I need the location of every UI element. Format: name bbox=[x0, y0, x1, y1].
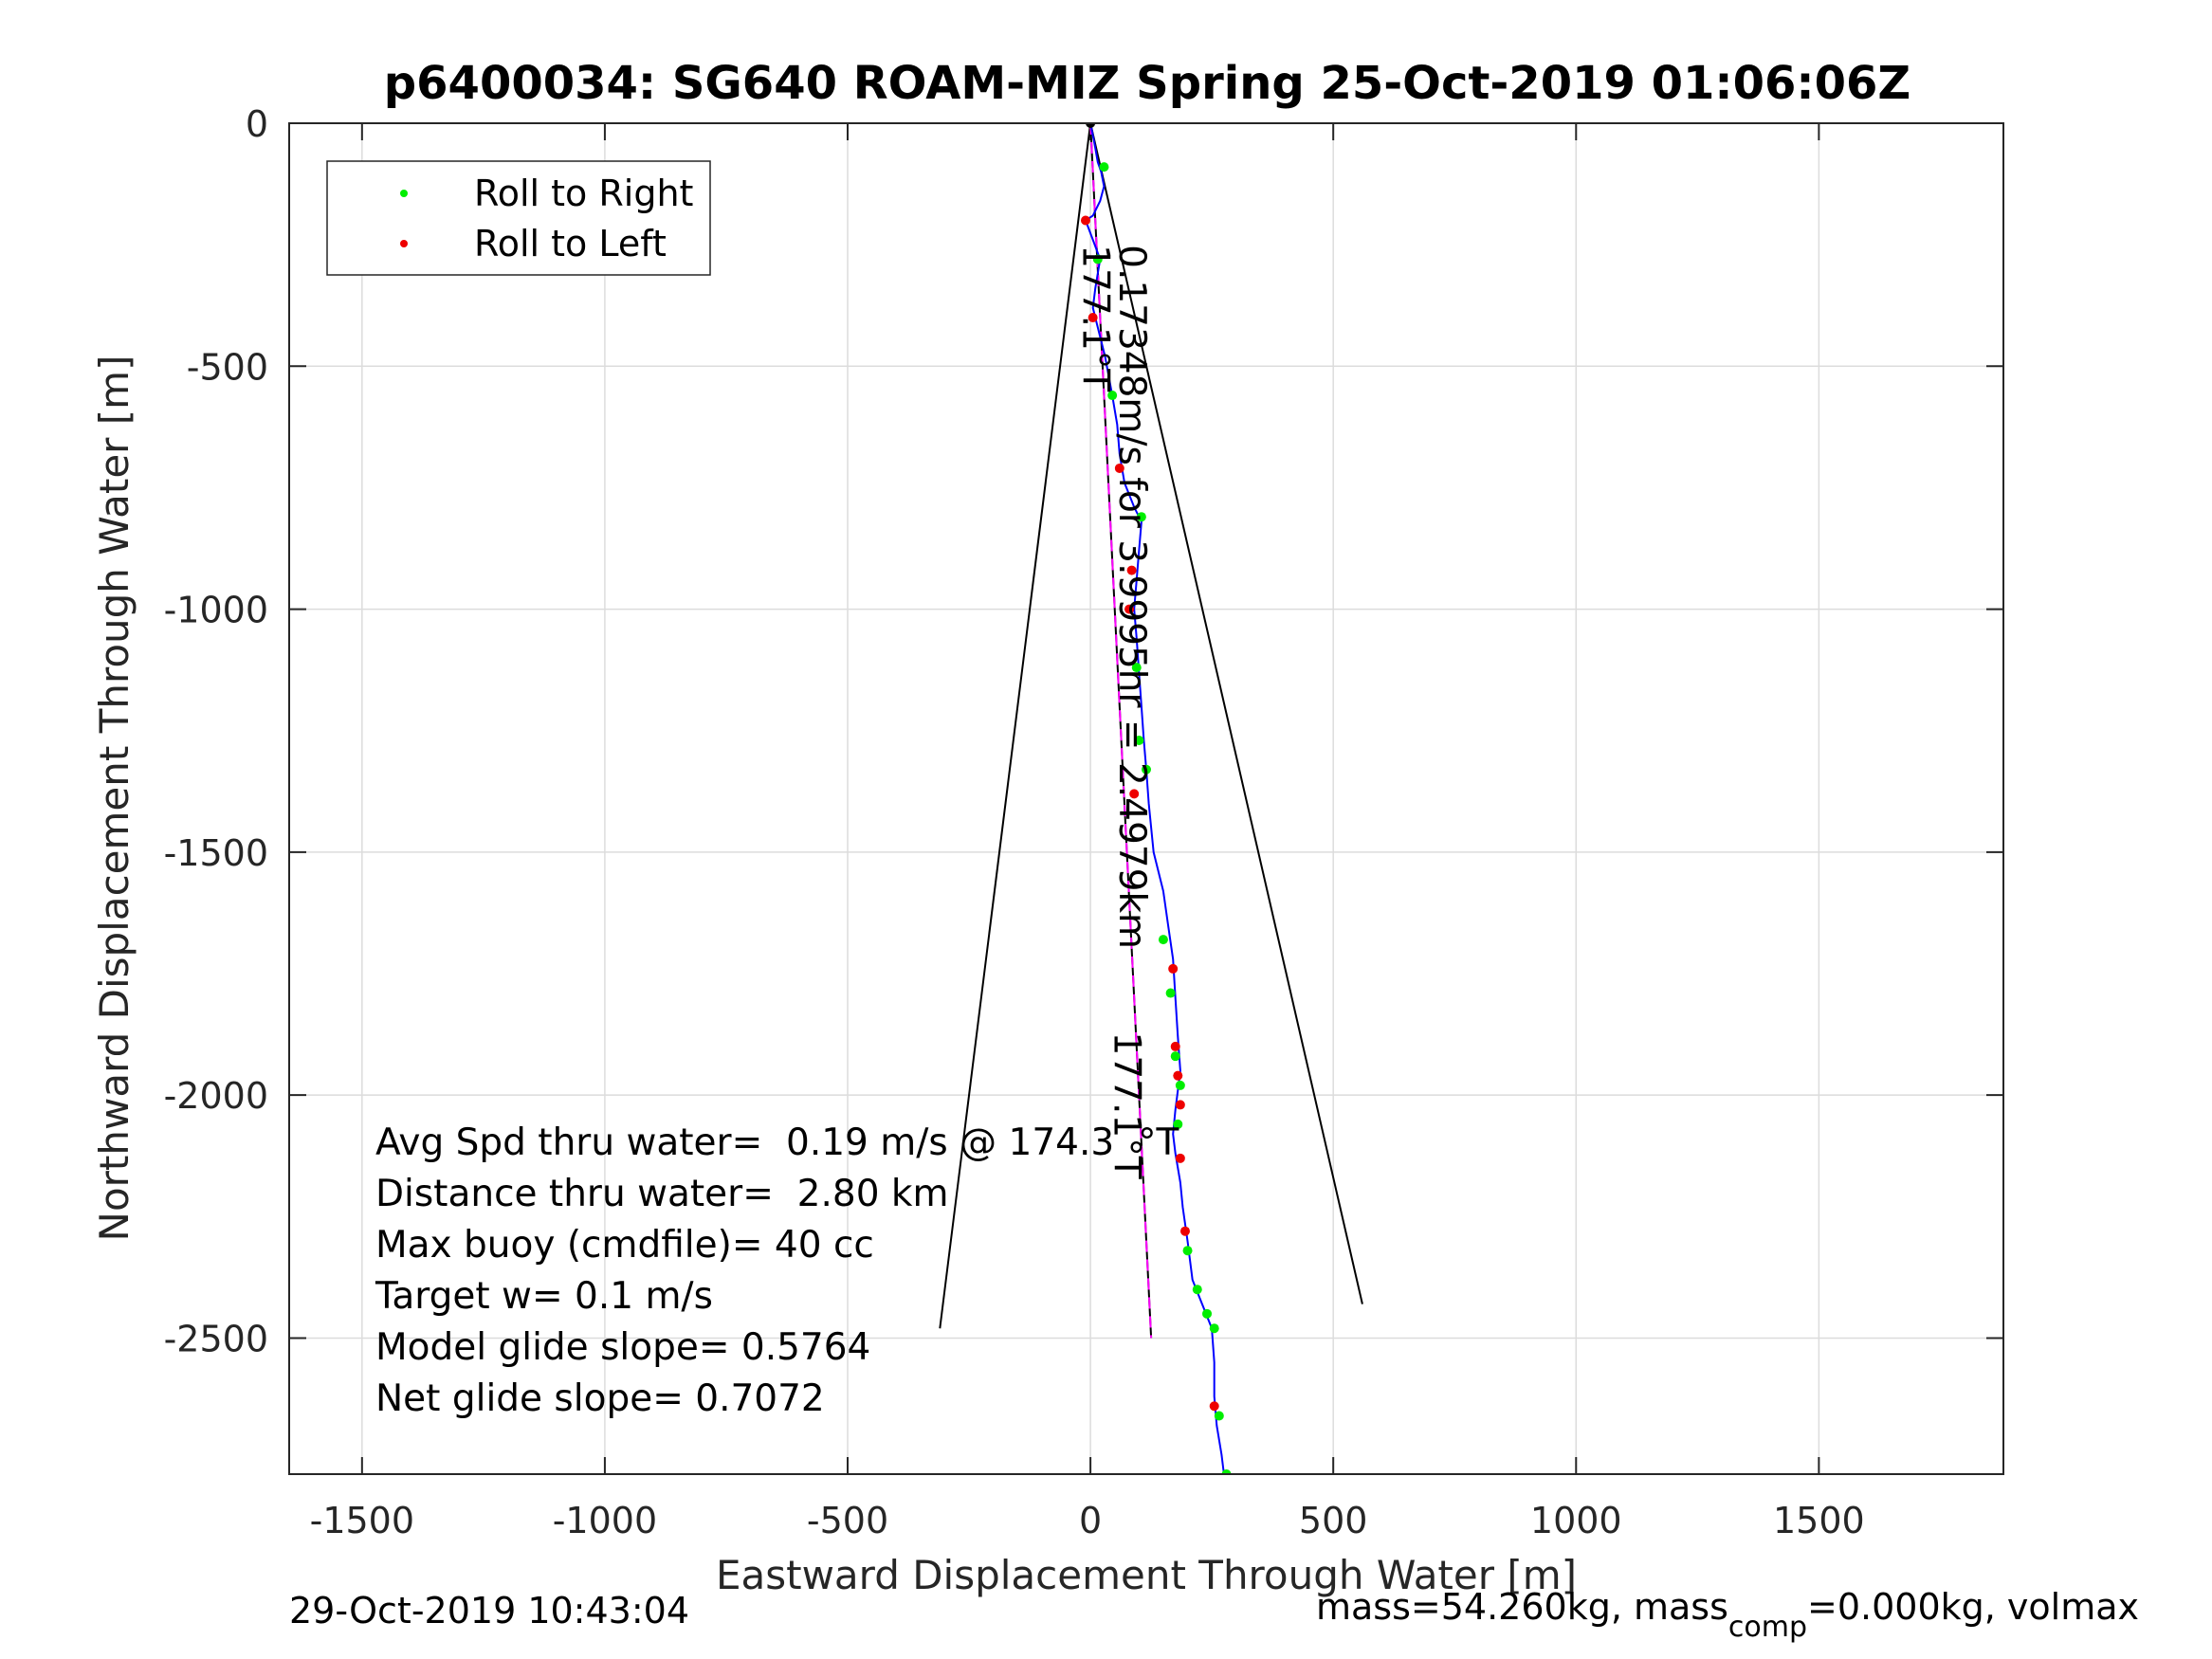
stat-net-glide: Net glide slope= 0.7072 bbox=[375, 1377, 825, 1420]
legend-label-roll-left: Roll to Left bbox=[474, 223, 667, 264]
roll-right-point bbox=[1134, 735, 1144, 745]
stat-max-buoy: Max buoy (cmdfile)= 40 cc bbox=[375, 1224, 874, 1267]
legend-box bbox=[326, 160, 711, 276]
roll-right-point bbox=[1158, 935, 1168, 945]
heading-annotation: 0.17348m/s for 3.9995hr = 2.4979km bbox=[1110, 245, 1153, 949]
stat-avg-speed: Avg Spd thru water= 0.19 m/s @ 174.3 °T bbox=[375, 1121, 1179, 1164]
line-cone-left bbox=[939, 123, 1092, 1329]
stat-target-w: Target w= 0.1 m/s bbox=[375, 1275, 713, 1318]
roll-right-point bbox=[1221, 1469, 1232, 1474]
roll-right-point bbox=[1192, 1285, 1202, 1295]
footer-timestamp: 29-Oct-2019 10:43:04 bbox=[289, 1590, 689, 1632]
roll-points bbox=[1080, 123, 1232, 1474]
chart-title: p6400034: SG640 ROAM-MIZ Spring 25-Oct-2… bbox=[384, 57, 1910, 110]
legend: Roll to Right Roll to Left bbox=[326, 160, 711, 276]
legend-marker-roll-left bbox=[400, 240, 408, 247]
roll-left-point bbox=[1080, 215, 1090, 226]
footer-mass-prefix: mass=54.260kg, mass bbox=[1316, 1586, 1728, 1628]
roll-left-point bbox=[1173, 1070, 1183, 1081]
heading-annotations: 177.1°T0.17348m/s for 3.9995hr = 2.4979k… bbox=[1073, 245, 1152, 1179]
x-tick-label: 1500 bbox=[1773, 1500, 1865, 1541]
footer-mass: mass=54.260kg, masscomp=0.000kg, volmax bbox=[1316, 1586, 2139, 1644]
roll-left-point bbox=[1129, 789, 1140, 799]
roll-left-point bbox=[1175, 1153, 1185, 1163]
roll-right-point bbox=[1209, 1323, 1219, 1334]
legend-marker-roll-right bbox=[400, 190, 408, 197]
roll-left-point bbox=[1175, 1100, 1185, 1110]
roll-left-point bbox=[1209, 1401, 1219, 1412]
footer-mass-suffix: =0.000kg, volmax bbox=[1807, 1586, 2139, 1628]
roll-right-point bbox=[1092, 254, 1103, 264]
roll-right-point bbox=[1170, 1051, 1180, 1062]
y-tick-label: -2500 bbox=[164, 1318, 268, 1359]
roll-right-point bbox=[1182, 1246, 1193, 1256]
roll-right-point bbox=[1136, 512, 1146, 522]
line-cone-right bbox=[1089, 123, 1363, 1304]
heading-annotation: 177.1°T bbox=[1106, 1032, 1148, 1179]
roll-left-point bbox=[1168, 963, 1179, 974]
y-tick-label: -1000 bbox=[164, 590, 268, 631]
roll-right-point bbox=[1175, 1080, 1185, 1090]
roll-right-point bbox=[1214, 1411, 1224, 1421]
x-tick-label: 1000 bbox=[1530, 1500, 1622, 1541]
roll-right-point bbox=[1202, 1308, 1213, 1319]
stats-block: Avg Spd thru water= 0.19 m/s @ 174.3 °T … bbox=[375, 1121, 1179, 1420]
roll-right-point bbox=[1131, 663, 1142, 673]
roll-right-point bbox=[1165, 988, 1176, 998]
y-axis-label: Northward Displacement Through Water [m] bbox=[91, 356, 137, 1242]
y-tick-label: -500 bbox=[187, 346, 268, 388]
x-tick-label: -1500 bbox=[310, 1500, 414, 1541]
y-tick-label: 0 bbox=[246, 103, 268, 145]
roll-left-point bbox=[1179, 1226, 1190, 1236]
roll-right-point bbox=[1142, 764, 1151, 775]
y-tick-label: -1500 bbox=[164, 832, 268, 874]
roll-left-point bbox=[1170, 1041, 1180, 1051]
stat-model-glide: Model glide slope= 0.5764 bbox=[375, 1326, 870, 1369]
x-tick-label: -500 bbox=[807, 1500, 888, 1541]
roll-left-point bbox=[1124, 604, 1135, 614]
reference-lines bbox=[939, 123, 1363, 1339]
roll-left-point bbox=[1088, 313, 1098, 323]
x-axis-label: Eastward Displacement Through Water [m] bbox=[716, 1552, 1577, 1598]
axis-ticks bbox=[289, 122, 2003, 1474]
roll-left-point bbox=[1114, 463, 1124, 473]
line-target-heading bbox=[1089, 123, 1153, 1339]
y-tick-labels: 0 -500 -1000 -1500 -2000 -2500 bbox=[164, 103, 268, 1359]
x-tick-labels: -1500 -1000 -500 0 500 1000 1500 bbox=[310, 1500, 1865, 1541]
origin-point bbox=[1086, 123, 1096, 128]
y-tick-label: -2000 bbox=[164, 1075, 268, 1117]
roll-right-point bbox=[1099, 162, 1109, 173]
footer-mass-sub: comp bbox=[1728, 1611, 1807, 1644]
axes-box bbox=[288, 122, 2004, 1475]
stat-distance: Distance thru water= 2.80 km bbox=[375, 1173, 948, 1215]
legend-label-roll-right: Roll to Right bbox=[474, 173, 693, 214]
x-tick-label: -1000 bbox=[553, 1500, 657, 1541]
x-tick-label: 0 bbox=[1079, 1500, 1102, 1541]
x-tick-label: 500 bbox=[1299, 1500, 1368, 1541]
roll-right-point bbox=[1107, 391, 1118, 401]
roll-left-point bbox=[1126, 565, 1137, 575]
heading-annotation: 177.1°T bbox=[1073, 245, 1116, 392]
roll-right-point bbox=[1173, 1119, 1183, 1129]
